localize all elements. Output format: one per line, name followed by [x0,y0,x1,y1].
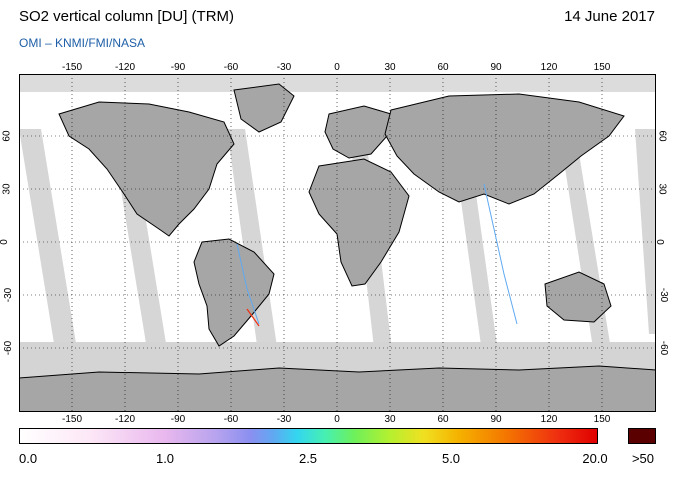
colorbar-max-label: >50 [631,451,655,466]
colorbar [19,428,598,444]
lat-label-left: -30 [3,287,15,303]
south-america [193,238,275,347]
north-america [58,101,235,237]
lon-label-bottom: 150 [593,414,611,425]
lat-label-left: 0 [0,239,10,245]
antarctica [19,365,656,412]
lon-label-top: 120 [540,62,558,73]
graticule [19,74,656,412]
australia [544,271,612,323]
lon-label-top: 150 [593,62,611,73]
data-credit: OMI – KNMI/FMI/NASA [19,36,146,50]
lat-label-left: 60 [1,130,13,142]
colorbar-max-swatch [628,428,656,444]
colorbar-label: 20.0 [582,451,608,466]
world-map [19,74,656,412]
lon-label-bottom: -150 [61,414,83,425]
lon-label-bottom: 120 [540,414,558,425]
lon-label-top: -120 [114,62,136,73]
map-frame [19,74,656,412]
lon-label-bottom: 0 [334,414,340,425]
lon-label-bottom: -90 [170,414,186,425]
lat-label-right: -30 [658,287,670,303]
lat-label-right: -60 [658,340,670,356]
colorbar-label: 1.0 [155,451,175,466]
lon-label-bottom: 90 [490,414,502,425]
lon-label-bottom: -30 [276,414,292,425]
lon-label-top: 60 [437,62,449,73]
lat-label-right: 30 [656,183,668,195]
lat-label-left: 30 [1,183,13,195]
lon-label-top: -150 [61,62,83,73]
lon-label-bottom: -120 [114,414,136,425]
lon-label-bottom: 30 [384,414,396,425]
colorbar-label: 5.0 [441,451,461,466]
europe [324,105,392,159]
africa [308,158,410,287]
lon-label-top: 0 [334,62,340,73]
lon-label-top: -30 [276,62,292,73]
swath-edge-artifact [236,243,260,325]
colorbar-label: 0.0 [19,451,38,466]
lat-label-left: -60 [3,340,15,356]
swath-edge-artifact [246,308,260,327]
colorbar-label: 2.5 [298,451,318,466]
lat-label-right: 60 [656,130,668,142]
arctic-nodata [19,74,656,92]
map-date: 14 June 2017 [564,8,655,25]
lon-label-top: 90 [490,62,502,73]
asia [384,93,625,205]
lon-label-bottom: -60 [223,414,239,425]
map-title: SO2 vertical column [DU] (TRM) [19,8,235,25]
lon-label-top: -60 [223,62,239,73]
greenland [233,83,295,133]
continents [19,83,656,412]
lon-label-top: -90 [170,62,186,73]
swath-edge-artifact [483,183,518,325]
lon-label-top: 30 [384,62,396,73]
lon-label-bottom: 60 [437,414,449,425]
